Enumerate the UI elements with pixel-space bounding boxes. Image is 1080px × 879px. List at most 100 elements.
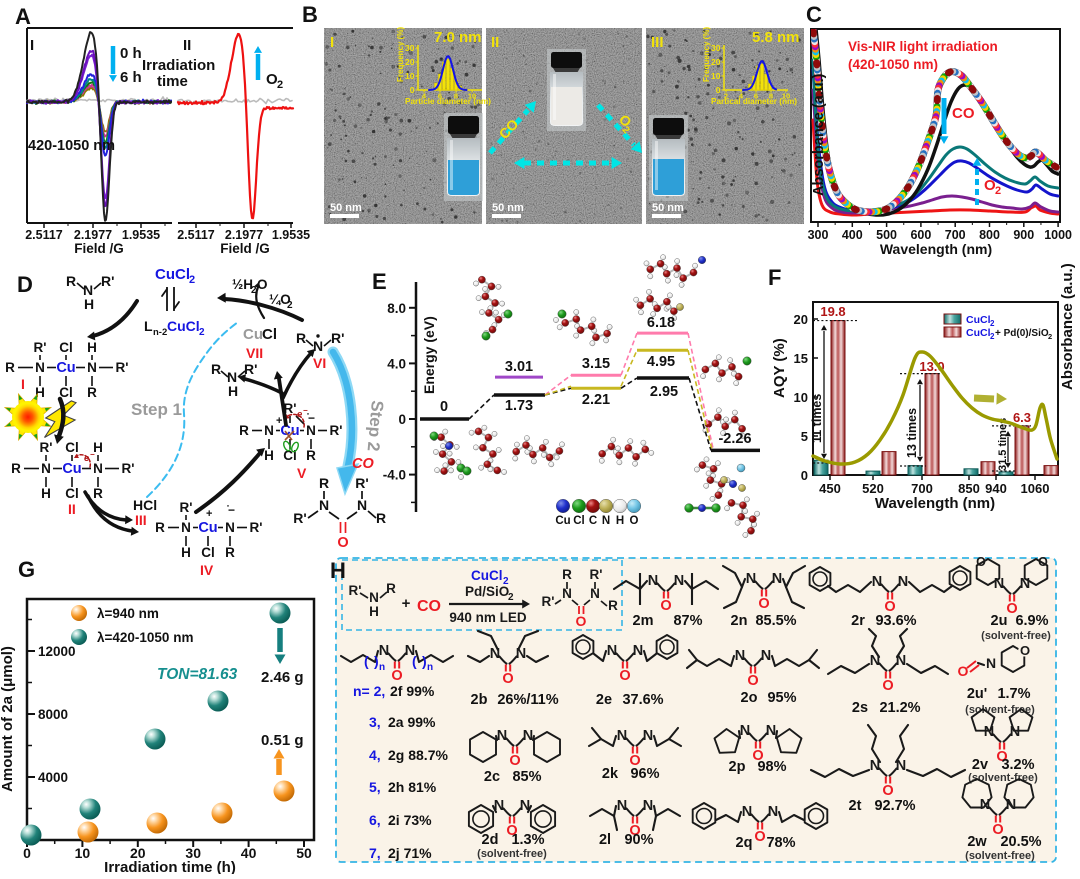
svg-text:2: 2 [990,332,995,341]
svg-text:O: O [391,668,402,684]
svg-text:N: N [766,723,776,739]
svg-text:): ) [422,653,427,669]
svg-text:O: O [882,678,893,694]
svg-text:800: 800 [979,228,1000,242]
svg-text:2a 99%: 2a 99% [388,714,436,730]
svg-text:0: 0 [410,85,415,95]
svg-text:Cl: Cl [65,486,79,501]
svg-text:R': R' [293,510,306,526]
svg-text:R': R' [590,567,603,582]
svg-text:2.1977: 2.1977 [74,228,112,242]
svg-text:R: R [376,510,386,526]
svg-text:Absorbance (a.u.): Absorbance (a.u.) [1059,263,1076,390]
svg-text:1060: 1060 [1021,481,1050,496]
svg-text:O: O [752,748,763,764]
svg-text:E: E [372,269,387,294]
svg-text:90%: 90% [624,832,653,848]
svg-text:CuCl: CuCl [966,314,991,326]
svg-text:6: 6 [438,92,442,101]
svg-text:R': R' [542,594,555,609]
svg-text:): ) [374,653,379,669]
svg-text:+: + [402,595,411,612]
svg-text:Cl: Cl [201,545,215,560]
svg-text:G: G [18,557,35,582]
svg-text:13 times: 13 times [905,408,919,458]
svg-text:O: O [630,515,639,527]
svg-text:R: R [296,330,306,346]
svg-text:40: 40 [241,845,257,861]
svg-text:I: I [21,376,25,392]
svg-text:L: L [144,318,153,334]
svg-text:8000: 8000 [38,707,68,722]
svg-text:2.5117: 2.5117 [177,228,215,242]
svg-text:̇−: ̇− [307,411,315,425]
svg-text:CuCl: CuCl [966,327,991,339]
svg-text:(: ( [412,653,417,669]
svg-text:N: N [497,728,507,744]
svg-text:2u': 2u' [967,686,987,702]
svg-text:R': R' [331,330,344,346]
svg-text:Cu: Cu [243,326,263,343]
svg-text:R: R [319,475,329,491]
svg-text:30: 30 [405,43,415,53]
svg-text:R: R [93,486,103,501]
svg-text:21.2%: 21.2% [879,700,920,716]
svg-text:N: N [520,798,530,814]
svg-text:1.9535: 1.9535 [272,228,310,242]
svg-text:(: ( [364,653,369,669]
svg-text:6.9%: 6.9% [1015,613,1048,629]
svg-text:600: 600 [910,228,931,242]
svg-text:F: F [768,265,781,290]
svg-text:N: N [648,573,658,589]
svg-text:Cu: Cu [62,461,81,477]
svg-text:n: n [427,662,433,673]
svg-text:O: O [660,598,671,614]
svg-text:2j 71%: 2j 71% [388,845,432,861]
svg-text:2: 2 [287,300,293,311]
svg-text:Frequency (%): Frequency (%) [396,27,405,82]
svg-text:4: 4 [422,92,427,101]
svg-text:R': R' [34,340,47,355]
svg-text:R: R [87,385,97,400]
svg-text:V: V [297,465,307,481]
svg-text:300: 300 [808,228,829,242]
svg-text:+: + [276,415,282,427]
svg-text:N: N [562,586,572,601]
svg-text:R': R' [244,361,257,377]
svg-text:3,: 3, [369,714,381,730]
svg-text:Cu: Cu [56,360,75,376]
svg-text:-4.0: -4.0 [383,468,406,483]
svg-text:Cl: Cl [59,340,73,355]
svg-text:N: N [87,360,97,375]
svg-text:R: R [239,423,249,438]
svg-text:20: 20 [711,57,721,67]
svg-text:6.3: 6.3 [1013,410,1031,425]
svg-text:H: H [228,383,238,399]
svg-text:2q: 2q [736,835,753,851]
svg-text:-2.26: -2.26 [718,431,751,447]
svg-text:N: N [643,728,653,744]
svg-text:N: N [633,643,643,659]
svg-text:O: O [882,783,893,799]
svg-text:N: N [35,360,45,375]
svg-text:4.95: 4.95 [647,354,675,370]
svg-text:900: 900 [1013,228,1034,242]
svg-text:R: R [225,545,235,560]
svg-text:TON=81.63: TON=81.63 [157,666,238,683]
svg-text:R: R [66,273,76,289]
svg-text:N: N [674,573,684,589]
svg-text:Cu: Cu [280,423,299,439]
svg-text:N: N [369,590,379,605]
svg-text:O: O [506,823,517,839]
svg-text:5: 5 [801,429,808,444]
svg-text:Cu: Cu [555,515,570,527]
svg-text:26%/11%: 26%/11% [497,692,558,708]
svg-text:1.3%: 1.3% [511,832,544,848]
svg-text:n-2: n-2 [153,327,167,338]
svg-text:Irradiation time (h): Irradiation time (h) [104,859,236,874]
svg-text:I: I [30,37,34,54]
svg-text:92.7%: 92.7% [874,798,915,814]
svg-text:IV: IV [200,562,214,578]
svg-text:N: N [379,643,389,659]
svg-text:N: N [994,576,1004,592]
